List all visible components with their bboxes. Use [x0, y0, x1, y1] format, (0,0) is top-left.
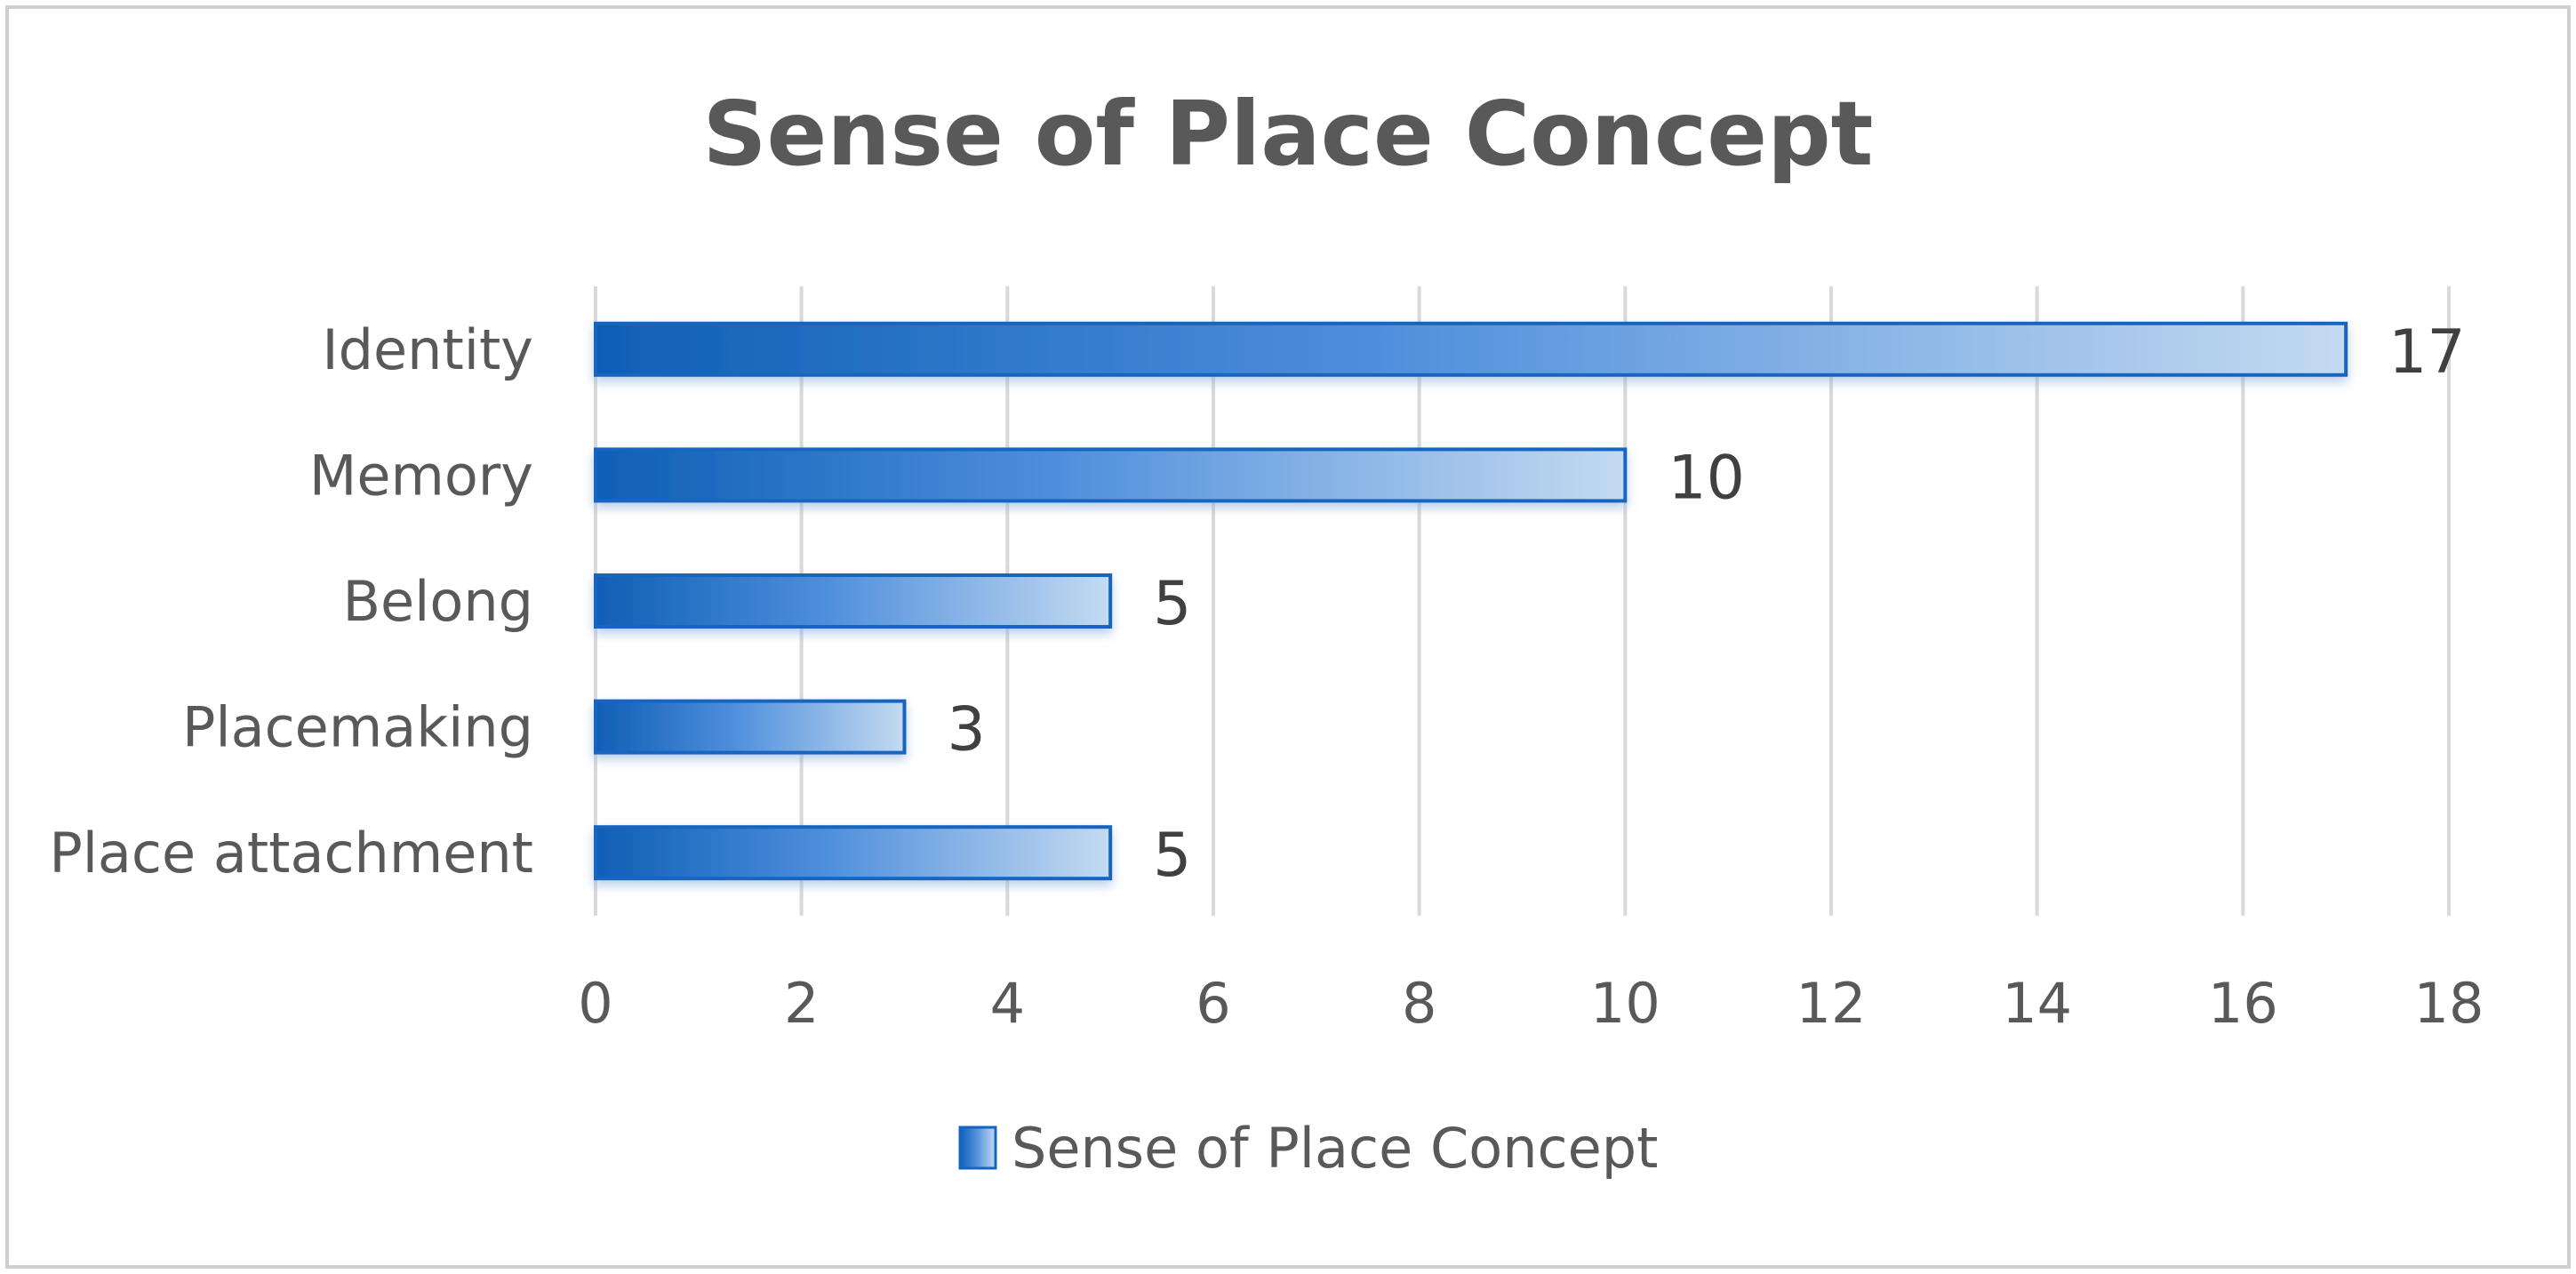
- data-label: 3: [948, 695, 986, 765]
- bar: [594, 321, 2348, 377]
- category-label: Placemaking: [182, 695, 533, 760]
- data-label: 5: [1153, 821, 1191, 891]
- x-tick-label: 0: [578, 971, 612, 1036]
- bar: [594, 825, 1113, 881]
- bar: [594, 573, 1113, 629]
- data-label: 5: [1153, 569, 1191, 639]
- bar: [594, 699, 907, 755]
- x-tick-label: 4: [990, 971, 1025, 1036]
- legend: Sense of Place Concept: [958, 1116, 1658, 1181]
- x-tick-label: 8: [1402, 971, 1436, 1036]
- x-axis-ticks: 0 2 4 6 8 10 12 14 16 18: [578, 971, 2484, 1036]
- x-tick-label: 14: [2002, 971, 2072, 1036]
- data-label: 10: [1668, 443, 1745, 513]
- data-label: 17: [2388, 317, 2466, 388]
- legend-label: Sense of Place Concept: [1012, 1116, 1658, 1181]
- bar: [594, 447, 1628, 503]
- data-labels: 17 10 5 3 5: [948, 317, 2466, 891]
- chart-title: Sense of Place Concept: [703, 82, 1874, 186]
- x-tick-label: 6: [1196, 971, 1230, 1036]
- category-label: Place attachment: [49, 821, 533, 885]
- x-tick-label: 10: [1590, 971, 1660, 1036]
- legend-swatch: [958, 1126, 997, 1170]
- x-tick-label: 12: [1796, 971, 1867, 1036]
- x-tick-label: 2: [784, 971, 819, 1036]
- category-label: Identity: [322, 317, 533, 382]
- grid-lines: [594, 286, 2451, 916]
- x-tick-label: 18: [2414, 971, 2484, 1036]
- chart-border: [5, 5, 2571, 1269]
- y-axis-categories: Identity Memory Belong Placemaking Place att…: [49, 317, 533, 885]
- x-tick-label: 16: [2208, 971, 2278, 1036]
- category-label: Belong: [343, 569, 534, 634]
- category-label: Memory: [309, 443, 533, 508]
- bars: [594, 321, 2348, 881]
